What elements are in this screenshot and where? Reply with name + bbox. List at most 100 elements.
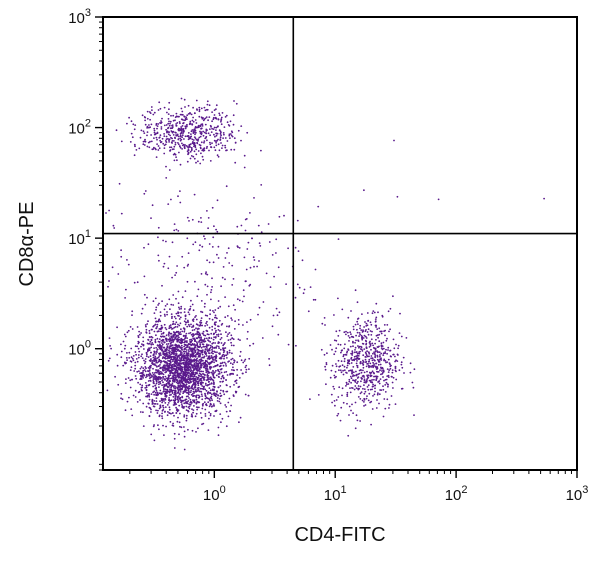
data-point [173, 437, 176, 440]
data-point [356, 382, 358, 385]
data-point [197, 365, 200, 367]
data-point [297, 250, 300, 253]
data-point [183, 374, 185, 377]
data-point [174, 119, 176, 122]
data-point [232, 114, 235, 117]
data-point [198, 334, 201, 337]
data-point [228, 262, 231, 264]
data-point [189, 403, 192, 406]
data-point [382, 415, 385, 418]
data-point [200, 349, 203, 352]
data-point [225, 331, 227, 334]
data-point [205, 147, 208, 150]
data-point [218, 352, 220, 355]
data-point [184, 144, 187, 146]
data-point [199, 323, 202, 326]
data-point [213, 323, 216, 326]
data-point [227, 339, 230, 341]
data-point [387, 371, 390, 373]
data-point [361, 313, 363, 315]
data-point [168, 364, 171, 367]
data-point [386, 352, 388, 355]
data-point [188, 346, 191, 349]
data-point [146, 125, 149, 128]
data-point [364, 358, 367, 361]
data-point [363, 401, 365, 403]
data-point [371, 379, 373, 381]
data-point [352, 328, 355, 331]
data-point [240, 139, 242, 142]
data-point [171, 368, 173, 371]
data-point [208, 411, 211, 414]
data-point [349, 375, 352, 378]
data-point [400, 361, 403, 364]
data-point [185, 375, 188, 377]
data-point [131, 314, 133, 316]
data-point [192, 364, 195, 367]
data-point [387, 376, 390, 378]
data-point [204, 397, 207, 400]
data-point [160, 397, 163, 400]
data-point [155, 132, 157, 135]
data-point [209, 389, 212, 392]
data-point [110, 347, 112, 350]
data-point [226, 149, 228, 152]
data-point [206, 285, 209, 288]
data-point [246, 131, 249, 134]
data-point [143, 348, 145, 350]
data-point [146, 117, 149, 120]
data-point [359, 420, 361, 422]
data-point [181, 144, 184, 147]
data-point [348, 359, 350, 362]
data-point [177, 142, 179, 144]
data-point [181, 387, 184, 390]
data-point [217, 329, 220, 331]
data-point [180, 344, 183, 347]
data-point [164, 365, 167, 367]
data-point [210, 382, 213, 385]
data-point [175, 350, 178, 353]
data-point [354, 341, 356, 344]
data-point [365, 346, 368, 348]
data-point [190, 413, 193, 416]
data-point [169, 347, 172, 350]
data-point [206, 314, 209, 317]
data-point [225, 410, 228, 413]
data-point [155, 327, 158, 330]
data-point [172, 360, 174, 363]
data-point [201, 395, 204, 397]
data-point [359, 362, 362, 365]
data-point [176, 348, 178, 351]
data-point [371, 388, 373, 391]
data-point [199, 130, 201, 133]
data-point [246, 248, 249, 250]
data-point [355, 373, 358, 376]
data-point [192, 409, 195, 411]
data-point [214, 327, 216, 330]
data-point [221, 362, 223, 365]
data-point [183, 372, 186, 375]
data-point [209, 361, 211, 364]
data-point [375, 316, 378, 319]
data-point [323, 353, 326, 356]
data-point [137, 391, 140, 394]
data-point [178, 433, 180, 436]
data-point [210, 332, 213, 335]
data-point [199, 244, 201, 247]
data-point [379, 378, 382, 380]
data-point [158, 386, 160, 388]
data-point [154, 147, 157, 150]
data-point [162, 386, 165, 389]
data-point [174, 397, 177, 400]
data-point [164, 143, 167, 146]
data-point [392, 353, 395, 356]
data-point [233, 361, 236, 364]
data-point [187, 364, 190, 367]
data-point [230, 372, 233, 375]
data-point [219, 392, 222, 395]
data-point [384, 351, 387, 353]
data-point [182, 392, 185, 395]
data-point [358, 387, 360, 390]
data-point [237, 323, 240, 326]
data-point [184, 366, 186, 368]
